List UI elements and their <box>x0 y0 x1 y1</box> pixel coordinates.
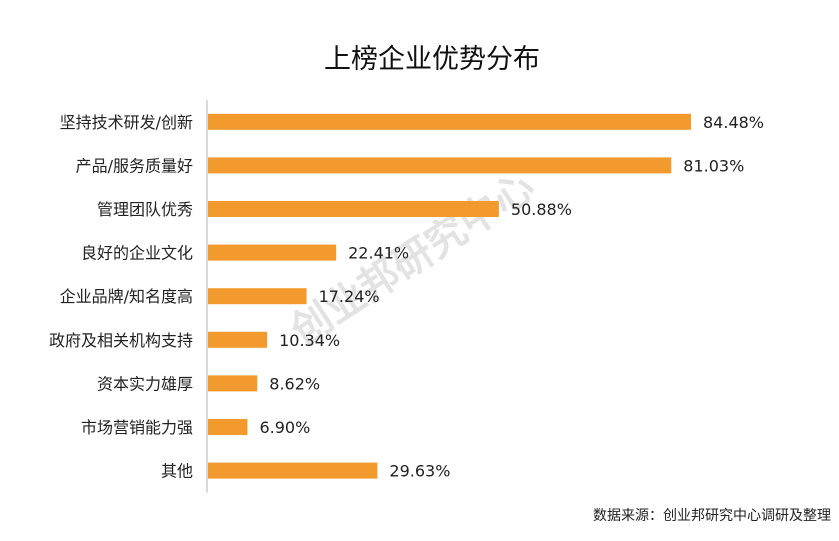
category-label: 市场营销能力强 <box>81 418 193 437</box>
bar <box>208 288 307 305</box>
value-label: 6.90% <box>259 418 310 437</box>
value-label: 10.34% <box>279 331 340 350</box>
bar <box>208 419 248 435</box>
bar <box>208 244 337 261</box>
value-label: 17.24% <box>319 287 380 306</box>
chart-title: 上榜企业优势分布 <box>324 44 540 75</box>
value-label: 50.88% <box>511 200 572 219</box>
category-label: 管理团队优秀 <box>97 200 193 219</box>
bar <box>208 113 691 130</box>
bar <box>208 157 672 174</box>
bars-group: 坚持技术研发/创新 84.48% 产品/服务质量好 81.03% 管理团队优秀 50.88… <box>49 113 764 481</box>
bar <box>208 201 499 217</box>
category-label: 良好的企业文化 <box>81 244 193 263</box>
category-label: 政府及相关机构支持 <box>49 331 193 350</box>
category-label: 其他 <box>161 462 193 481</box>
value-label: 29.63% <box>389 462 450 481</box>
category-label: 资本实力雄厚 <box>97 374 193 393</box>
bar <box>208 462 378 479</box>
category-label: 企业品牌/知名度高 <box>60 287 193 306</box>
bar <box>208 331 268 348</box>
value-label: 8.62% <box>269 374 320 393</box>
source-note: 数据来源：创业邦研究中心调研及整理 <box>593 508 831 524</box>
bar <box>208 375 258 392</box>
category-label: 坚持技术研发/创新 <box>60 113 193 132</box>
value-label: 81.03% <box>683 156 744 175</box>
value-label: 22.41% <box>348 244 409 263</box>
category-label: 产品/服务质量好 <box>76 156 193 175</box>
value-label: 84.48% <box>703 113 764 132</box>
